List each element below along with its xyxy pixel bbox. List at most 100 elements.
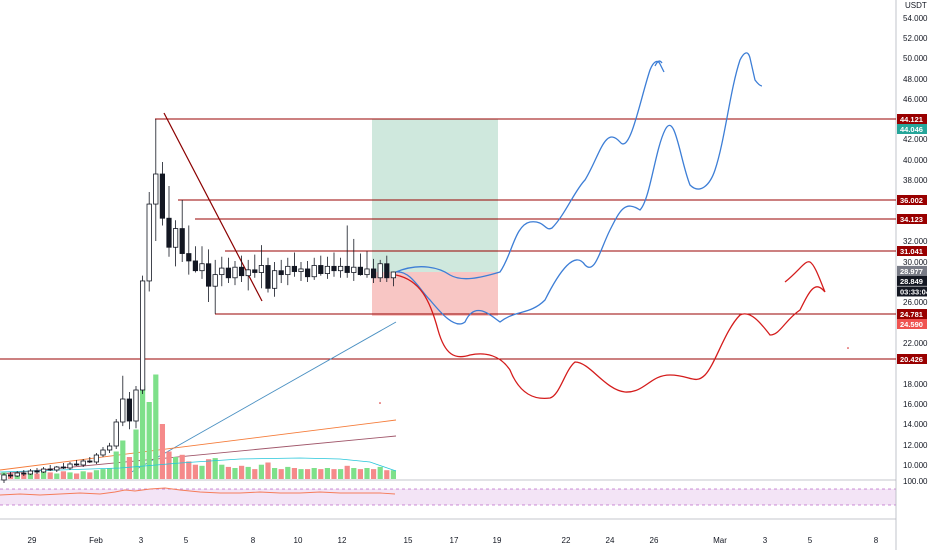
candle-body (298, 268, 304, 272)
volume-bar (225, 466, 231, 479)
date-tick-label: Mar (713, 536, 727, 545)
price-label-bg (897, 265, 927, 276)
volume-bar (54, 473, 60, 479)
volume-bar (140, 385, 146, 479)
volume-bar (212, 458, 218, 479)
price-label-bg (897, 246, 927, 256)
price-tick-label: 32.000 (903, 237, 928, 246)
candle-body (21, 472, 27, 475)
volume-bar (291, 468, 297, 479)
volume-bar (34, 473, 40, 479)
volume-bar (239, 465, 245, 479)
candle-body (27, 470, 34, 475)
price-tick-label: 52.000 (903, 34, 928, 43)
volume-bar (364, 468, 370, 479)
price-label: 28.977 (900, 267, 923, 276)
candle-body (390, 271, 397, 279)
candle-body (80, 460, 86, 466)
candle-body (54, 466, 60, 471)
candle-body (377, 263, 383, 279)
volume-bar (338, 469, 344, 479)
candle-body (87, 460, 93, 463)
volume-bar (67, 472, 73, 479)
candle-body (238, 266, 245, 277)
candle-body (311, 265, 317, 278)
volume-bar (166, 451, 172, 479)
volume-bar (21, 473, 27, 479)
price-label: 31.041 (900, 247, 923, 256)
candle-body (364, 268, 370, 276)
volume-bar (186, 461, 192, 479)
ma-line-orange (0, 419, 397, 471)
candle-body (100, 449, 106, 456)
price-label-bg (897, 354, 927, 364)
volume-bar (153, 374, 159, 479)
candle-body (225, 267, 231, 279)
candle-body (120, 398, 126, 423)
candle-body (14, 472, 20, 477)
volume-bar (120, 440, 126, 479)
price-label-bg (897, 275, 927, 286)
bearish-projection-path (395, 261, 826, 400)
date-tick-label: 5 (184, 536, 189, 545)
volume-bar (60, 471, 66, 479)
price-label-bg (897, 195, 927, 205)
candle-body (351, 266, 357, 273)
candle-body (93, 454, 99, 463)
price-tick-label: 26.000 (903, 298, 928, 307)
candle-body (186, 253, 192, 262)
price-tick-label: 48.000 (903, 75, 928, 84)
candle-body (126, 398, 132, 422)
volume-bar (100, 469, 106, 479)
rsi-level-label: 100.00 (903, 477, 928, 486)
date-tick-label: 3 (763, 536, 768, 545)
volume-bar (344, 465, 350, 479)
candle-body (133, 389, 139, 422)
candle-body (285, 265, 291, 276)
price-label-bg (897, 286, 927, 297)
price-tick-label: 38.000 (903, 176, 928, 185)
price-tick-label: 14.000 (903, 420, 928, 429)
volume-bar (305, 469, 311, 479)
candle-body (212, 274, 218, 287)
volume-bar (390, 470, 396, 479)
volume-bar (324, 468, 330, 479)
candle-body (344, 265, 350, 273)
candle-body (172, 228, 179, 248)
price-tick-label: 46.000 (903, 95, 928, 104)
price-tick-label: 22.000 (903, 339, 928, 348)
date-tick-label: 10 (294, 536, 303, 545)
candle-body (205, 263, 212, 287)
candle-body (245, 269, 251, 277)
date-tick-label: 3 (139, 536, 144, 545)
volume-bar (41, 472, 47, 479)
price-label: 24.781 (900, 310, 923, 319)
price-label-bg (897, 114, 927, 124)
volume-bar (199, 465, 205, 479)
volume-bar (159, 424, 165, 479)
candle-body (159, 173, 165, 219)
candle-body (337, 265, 344, 272)
alternate-bullish-path (395, 52, 763, 325)
volume-bar (258, 464, 264, 479)
candle-body (324, 265, 331, 274)
candle-body (331, 265, 337, 272)
price-label-bg (897, 319, 927, 329)
candle-body (318, 265, 324, 274)
volume-bar (107, 468, 113, 479)
rsi-line (0, 487, 396, 496)
candle-body (60, 466, 67, 469)
price-label: 03:33:04 (900, 287, 931, 296)
date-tick-label: 12 (338, 536, 347, 545)
date-tick-label: 26 (650, 536, 659, 545)
candle-body (252, 269, 258, 273)
price-tick-label: 42.000 (903, 135, 928, 144)
volume-bar (252, 469, 258, 479)
volume-bar (384, 470, 390, 479)
volume-bar (80, 471, 86, 479)
volume-bar (74, 473, 80, 479)
date-tick-label: Feb (89, 536, 103, 545)
candle-body (166, 217, 172, 248)
price-label: 44.121 (900, 115, 923, 124)
